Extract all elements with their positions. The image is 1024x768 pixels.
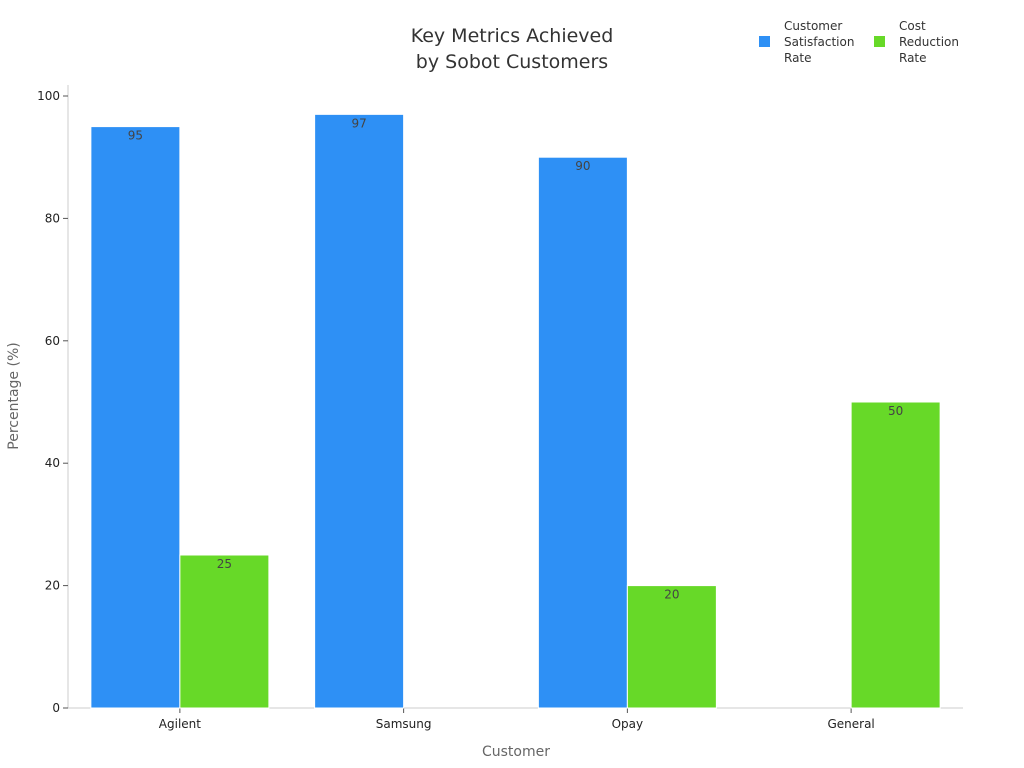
bars (90, 113, 941, 709)
bar (314, 113, 405, 709)
y-tick-label: 60 (45, 334, 60, 348)
bar-value-label: 95 (128, 129, 143, 143)
legend-label-series-2-line-3: Rate (899, 51, 927, 65)
legend-swatch-series-1 (759, 36, 770, 47)
bar (850, 401, 941, 709)
x-tick-label: Agilent (159, 717, 201, 731)
x-tick-label: General (827, 717, 874, 731)
legend-label-series-2-line-2: Reduction (899, 35, 959, 49)
bar-value-label: 50 (888, 404, 903, 418)
legend-label-series-1-line-3: Rate (784, 51, 812, 65)
y-tick-label: 40 (45, 456, 60, 470)
legend: Customer Satisfaction Rate Cost Reductio… (759, 19, 959, 65)
x-axis: Agilent Samsung Opay General (68, 707, 963, 731)
y-tick-label: 20 (45, 579, 60, 593)
legend-label-series-1-line-1: Customer (784, 19, 842, 33)
bar-value-label: 90 (575, 159, 590, 173)
bar (626, 585, 717, 709)
chart-title-line-1: Key Metrics Achieved (411, 25, 614, 47)
chart-title-line-2: by Sobot Customers (416, 51, 608, 73)
bar (179, 554, 270, 709)
y-tick-label: 0 (52, 701, 60, 715)
y-axis: 0 20 40 60 80 100 (37, 85, 69, 715)
bar-value-label: 20 (664, 588, 679, 602)
y-tick-label: 100 (37, 89, 60, 103)
x-tick-label: Opay (612, 717, 644, 731)
bar-value-label: 25 (217, 557, 232, 571)
bar-value-label: 97 (351, 116, 366, 130)
bar (90, 126, 181, 709)
x-axis-title: Customer (482, 744, 550, 760)
bar (537, 156, 628, 709)
y-axis-title: Percentage (%) (6, 342, 22, 449)
y-tick-label: 80 (45, 211, 60, 225)
bar-labels: 95 25 97 90 20 50 (128, 116, 904, 601)
legend-label-series-1-line-2: Satisfaction (784, 35, 854, 49)
chart-title: Key Metrics Achieved by Sobot Customers (411, 25, 614, 73)
legend-swatch-series-2 (874, 36, 885, 47)
legend-label-series-2-line-1: Cost (899, 19, 926, 33)
x-tick-label: Samsung (376, 717, 432, 731)
